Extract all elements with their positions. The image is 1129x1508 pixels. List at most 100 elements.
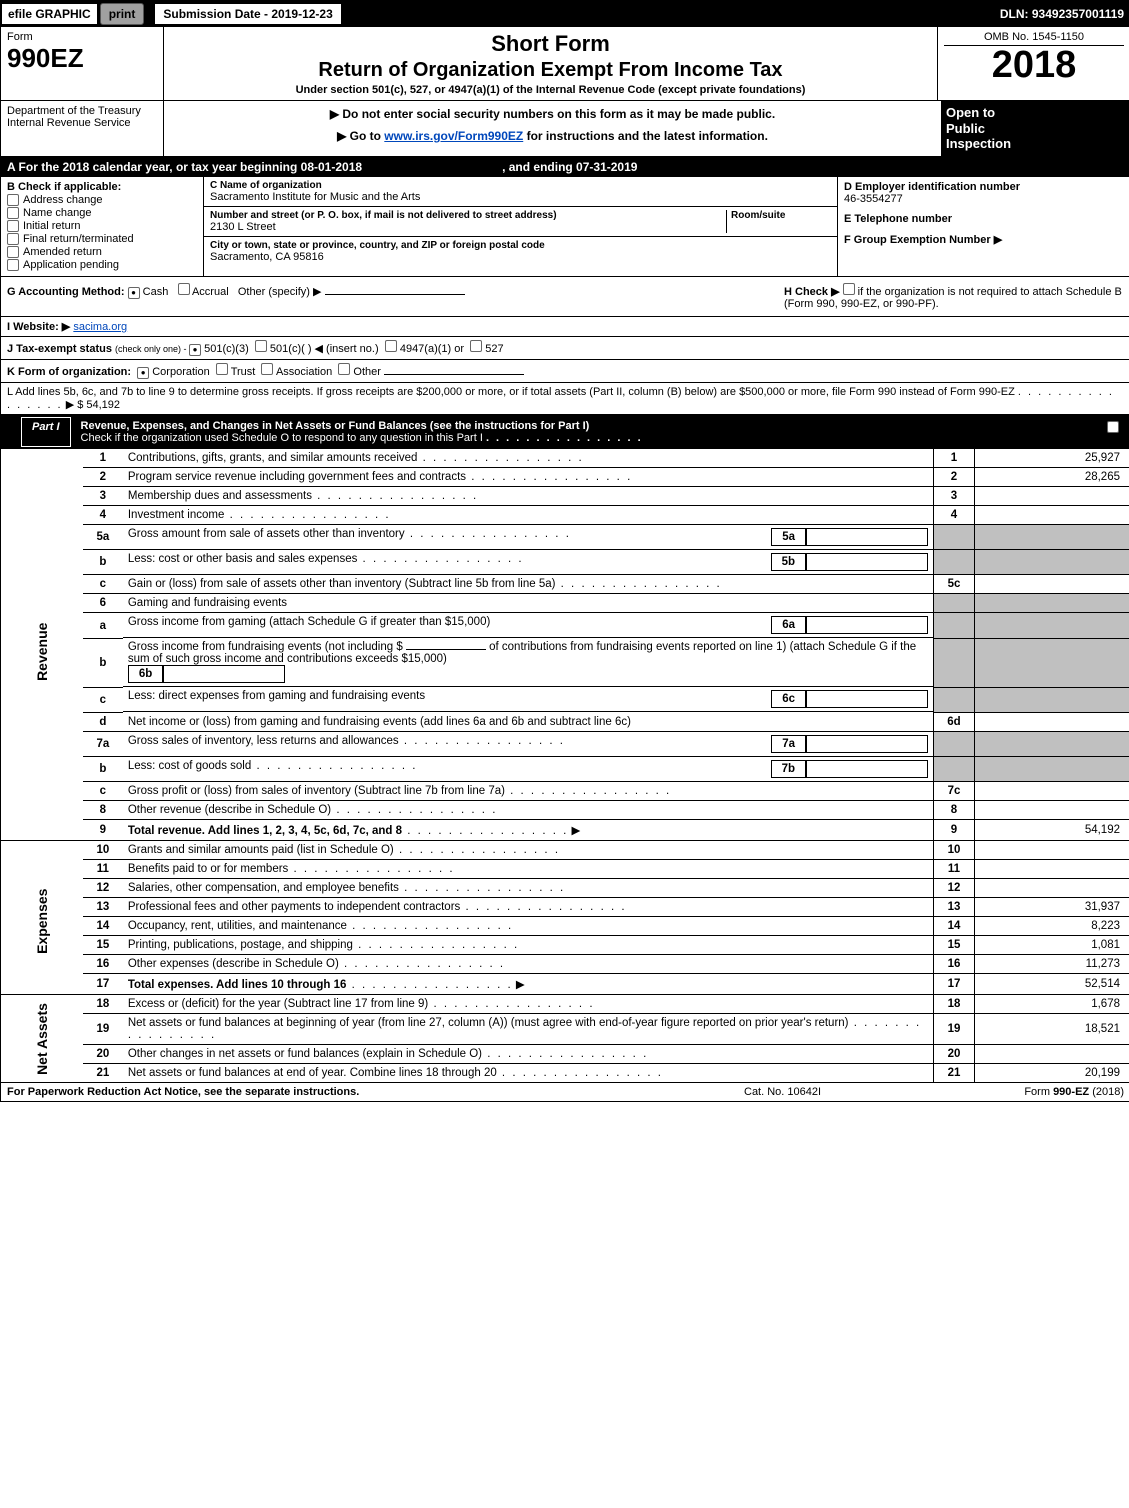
line-1-desc: Contributions, gifts, grants, and simila… — [128, 452, 418, 464]
line-5c-num: c — [83, 575, 123, 594]
k-assoc: Association — [276, 366, 332, 378]
check-initial-return[interactable]: Initial return — [7, 220, 197, 232]
line-4-box: 4 — [934, 505, 975, 524]
line-12-box: 12 — [934, 879, 975, 898]
paperwork-notice: For Paperwork Reduction Act Notice, see … — [7, 1086, 744, 1098]
j-527-checkbox[interactable] — [470, 340, 482, 352]
line-6d-box: 6d — [934, 712, 975, 731]
short-form-title: Short Form — [170, 31, 931, 57]
line-2-num: 2 — [83, 467, 123, 486]
line-18-desc: Excess or (deficit) for the year (Subtra… — [128, 998, 428, 1010]
k-corp-checkbox[interactable] — [137, 367, 149, 379]
tax-year: 2018 — [944, 46, 1124, 84]
cash-label: Cash — [143, 286, 169, 298]
other-label: Other (specify) ▶ — [238, 286, 322, 298]
line-7c-val — [975, 782, 1129, 801]
check-application-pending[interactable]: Application pending — [7, 259, 197, 271]
line-4-num: 4 — [83, 505, 123, 524]
line-5c-val — [975, 575, 1129, 594]
form-ref: Form 990-EZ (2018) — [1024, 1086, 1124, 1098]
line-2-desc: Program service revenue including govern… — [128, 471, 466, 483]
j-detail: (check only one) - — [115, 344, 189, 354]
entity-block: B Check if applicable: Address change Na… — [1, 177, 1129, 277]
line-7a-num: 7a — [83, 731, 123, 757]
line-14-val: 8,223 — [975, 917, 1129, 936]
check-address-change[interactable]: Address change — [7, 194, 197, 206]
i-label: I Website: ▶ — [7, 321, 70, 333]
line-17-box: 17 — [934, 974, 975, 995]
line-5a-desc: Gross amount from sale of assets other t… — [128, 528, 405, 540]
line-17-num: 17 — [83, 974, 123, 995]
line-11-box: 11 — [934, 860, 975, 879]
line-15-box: 15 — [934, 936, 975, 955]
k-assoc-checkbox[interactable] — [261, 363, 273, 375]
line-10-box: 10 — [934, 841, 975, 860]
donot-notice: ▶ Do not enter social security numbers o… — [170, 107, 935, 121]
line-6a-num: a — [83, 613, 123, 639]
period-end: , and ending 07-31-2019 — [502, 160, 637, 174]
part-i-tab: Part I — [21, 417, 71, 447]
line-17-desc: Total expenses. Add lines 10 through 16 — [128, 979, 347, 991]
section-d: D Employer identification number 46-3554… — [838, 177, 1129, 276]
l-row: L Add lines 5b, 6c, and 7b to line 9 to … — [1, 383, 1129, 415]
line-5a-num: 5a — [83, 524, 123, 550]
accrual-checkbox[interactable] — [178, 283, 190, 295]
line-6c-num: c — [83, 687, 123, 712]
j-4947: 4947(a)(1) or — [400, 343, 464, 355]
h-checkbox[interactable] — [843, 283, 855, 295]
k-trust-checkbox[interactable] — [216, 363, 228, 375]
kform-row: K Form of organization: Corporation Trus… — [1, 360, 1129, 383]
line-18-val: 1,678 — [975, 995, 1129, 1014]
section-b-title: B Check if applicable: — [7, 181, 197, 193]
line-1-val: 25,927 — [975, 449, 1129, 468]
line-17-val: 52,514 — [975, 974, 1129, 995]
line-15-val: 1,081 — [975, 936, 1129, 955]
form-number: 990EZ — [7, 43, 157, 74]
line-2-val: 28,265 — [975, 467, 1129, 486]
under-section: Under section 501(c), 527, or 4947(a)(1)… — [170, 84, 931, 96]
section-c: C Name of organization Sacramento Instit… — [204, 177, 838, 276]
line-5b-num: b — [83, 550, 123, 575]
h-label: H Check ▶ — [784, 286, 840, 298]
line-10-desc: Grants and similar amounts paid (list in… — [128, 844, 394, 856]
l-text: L Add lines 5b, 6c, and 7b to line 9 to … — [7, 386, 1015, 398]
j-4947-checkbox[interactable] — [385, 340, 397, 352]
line-6c-desc: Less: direct expenses from gaming and fu… — [128, 690, 425, 702]
print-button[interactable]: print — [100, 3, 145, 25]
part-i-checkbox[interactable] — [1107, 421, 1119, 433]
city-label: City or town, state or province, country… — [210, 240, 831, 251]
netassets-section: Net Assets — [34, 1003, 50, 1075]
line-11-desc: Benefits paid to or for members — [128, 863, 288, 875]
cash-checkbox[interactable] — [128, 287, 140, 299]
check-final-return[interactable]: Final return/terminated — [7, 233, 197, 245]
j-501c3-checkbox[interactable] — [189, 344, 201, 356]
line-19-box: 19 — [934, 1014, 975, 1045]
irs-link[interactable]: www.irs.gov/Form990EZ — [384, 129, 523, 143]
k-corp: Corporation — [152, 366, 209, 378]
line-4-val — [975, 505, 1129, 524]
line-14-num: 14 — [83, 917, 123, 936]
addr-label: Number and street (or P. O. box, if mail… — [210, 210, 726, 221]
check-amended[interactable]: Amended return — [7, 246, 197, 258]
website-link[interactable]: sacima.org — [73, 321, 127, 333]
line-10-val — [975, 841, 1129, 860]
check-name-change[interactable]: Name change — [7, 207, 197, 219]
tel-label: E Telephone number — [844, 213, 1124, 225]
gh-row: G Accounting Method: Cash Accrual Other … — [1, 277, 1129, 317]
j-501c-checkbox[interactable] — [255, 340, 267, 352]
line-5c-box: 5c — [934, 575, 975, 594]
line-21-box: 21 — [934, 1064, 975, 1083]
k-other-checkbox[interactable] — [338, 363, 350, 375]
j-label: J Tax-exempt status — [7, 343, 112, 355]
line-1-box: 1 — [934, 449, 975, 468]
k-trust: Trust — [231, 366, 256, 378]
line-13-desc: Professional fees and other payments to … — [128, 901, 460, 913]
line-16-box: 16 — [934, 955, 975, 974]
line-20-desc: Other changes in net assets or fund bala… — [128, 1048, 482, 1060]
ein-label: D Employer identification number — [844, 181, 1124, 193]
k-other: Other — [353, 366, 381, 378]
line-6d-desc: Net income or (loss) from gaming and fun… — [123, 712, 934, 731]
line-18-box: 18 — [934, 995, 975, 1014]
line-8-num: 8 — [83, 801, 123, 820]
g-label: G Accounting Method: — [7, 286, 125, 298]
